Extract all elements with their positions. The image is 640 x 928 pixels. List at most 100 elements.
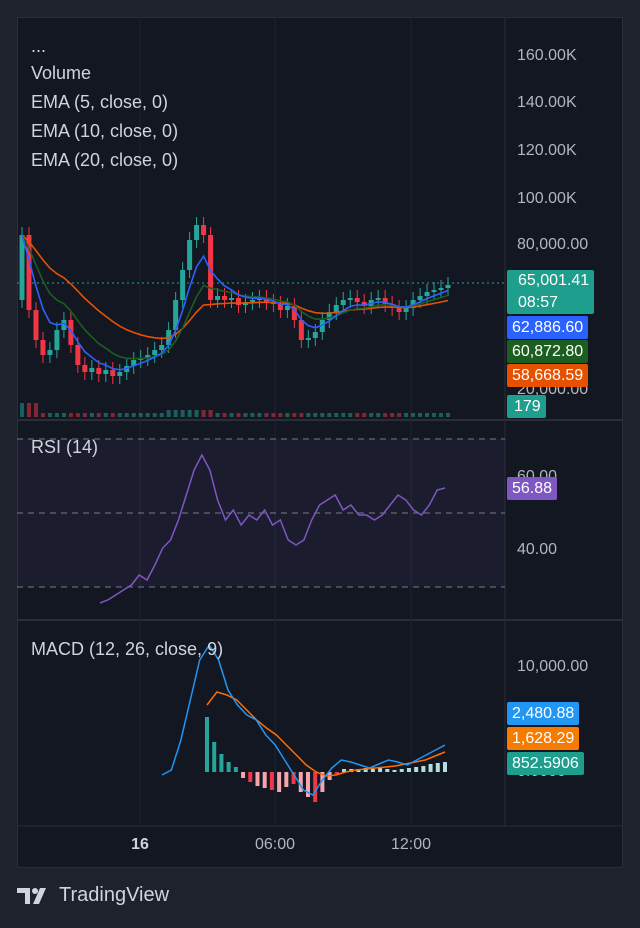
- rsi-legend[interactable]: RSI (14): [31, 437, 99, 457]
- macd-histogram-bar: [414, 767, 419, 772]
- volume-bar: [180, 410, 185, 417]
- candle: [340, 300, 346, 305]
- candle: [431, 290, 437, 292]
- price-axis-label: 140.00K: [517, 94, 577, 111]
- volume-bar: [236, 413, 241, 417]
- candle: [40, 340, 46, 355]
- candle: [201, 225, 207, 235]
- volume-bar: [20, 403, 24, 417]
- volume-bar: [54, 413, 59, 417]
- candle: [333, 305, 339, 312]
- volume-bar: [40, 413, 45, 417]
- rsi-line: [99, 453, 446, 604]
- volume-bar: [250, 413, 255, 417]
- volume-bar: [397, 413, 402, 417]
- candle: [249, 300, 255, 302]
- volume-bar: [313, 413, 318, 417]
- volume-bar: [341, 413, 346, 417]
- tradingview-logo[interactable]: TradingView: [17, 884, 169, 907]
- volume-bar: [362, 413, 367, 417]
- volume-bar: [222, 413, 227, 417]
- candle: [298, 320, 304, 340]
- volume-bar: [425, 413, 430, 417]
- legend-ema5[interactable]: EMA (5, close, 0): [31, 92, 169, 112]
- legend-volume[interactable]: Volume: [31, 63, 92, 83]
- histogram-value-tag: 852.5906: [507, 752, 584, 775]
- candle: [82, 365, 88, 372]
- legend-ema10[interactable]: EMA (10, close, 0): [31, 121, 179, 141]
- volume-bar: [194, 410, 199, 417]
- volume-bar: [173, 410, 178, 417]
- candle: [403, 308, 409, 312]
- volume-bar: [124, 413, 129, 417]
- volume-bar: [285, 413, 290, 417]
- volume-bar: [278, 413, 283, 417]
- volume-bar: [33, 403, 38, 417]
- volume-bar: [327, 413, 332, 417]
- macd-histogram-bar: [219, 754, 224, 772]
- legend-more[interactable]: ...: [31, 36, 47, 56]
- macd-histogram-bar: [298, 772, 303, 792]
- volume-bar: [376, 413, 381, 417]
- rsi-pane[interactable]: [17, 438, 505, 604]
- macd-histogram-bar: [269, 772, 274, 790]
- volume-bar: [271, 413, 276, 417]
- volume-bar: [215, 413, 220, 417]
- price-axis-label: 120.00K: [517, 142, 577, 159]
- volume-bar: [89, 413, 94, 417]
- volume-bar: [103, 413, 108, 417]
- candle: [284, 306, 290, 310]
- volume-bar: [390, 413, 395, 417]
- candle: [445, 285, 451, 288]
- volume-bar: [201, 410, 206, 417]
- candle: [312, 332, 318, 338]
- macd-histogram-bar: [385, 769, 390, 772]
- volume-bar: [404, 413, 409, 417]
- volume-bar: [145, 413, 150, 417]
- candle: [187, 240, 193, 270]
- ema10-line: [21, 234, 449, 360]
- macd-histogram-bar: [370, 769, 375, 772]
- candle: [47, 350, 53, 355]
- volume-bar: [82, 413, 87, 417]
- macd-histogram-bar: [334, 772, 339, 774]
- volume-bar: [96, 413, 101, 417]
- candle: [235, 298, 241, 305]
- volume-bar: [68, 413, 73, 417]
- volume-bar: [187, 410, 192, 417]
- macd-histogram-bar: [342, 769, 347, 772]
- macd-value-tag: 2,480.88: [507, 702, 580, 725]
- volume-bar: [229, 413, 234, 417]
- macd-legend[interactable]: MACD (12, 26, close, 9): [31, 639, 224, 659]
- macd-histogram-bar: [262, 772, 267, 788]
- price-pane[interactable]: [17, 217, 505, 417]
- macd-pane[interactable]: [161, 643, 447, 802]
- candle: [131, 360, 137, 366]
- macd-histogram-bar: [277, 772, 282, 792]
- volume-bar: [26, 403, 31, 417]
- macd-histogram-bar: [205, 717, 209, 772]
- candle: [152, 350, 158, 355]
- candle: [75, 345, 81, 365]
- macd-histogram-bar: [248, 772, 253, 782]
- macd-histogram-bar: [255, 772, 260, 786]
- legend-ema20[interactable]: EMA (20, close, 0): [31, 150, 179, 170]
- candle: [229, 298, 235, 300]
- price-axis-label: 80,000.00: [517, 236, 589, 253]
- macd-histogram-bar: [406, 768, 411, 772]
- price-axis-label: 160.00K: [517, 47, 577, 64]
- price-axis-label: 100.00K: [517, 190, 577, 207]
- volume-bar: [439, 413, 444, 417]
- macd-histogram-bar: [435, 763, 440, 772]
- candle: [159, 345, 165, 350]
- candle: [417, 296, 423, 300]
- chart-frame[interactable]: [17, 17, 623, 868]
- candle: [61, 320, 67, 330]
- candle: [291, 306, 297, 320]
- ema20-line: [21, 234, 449, 340]
- volume-bar: [117, 413, 122, 417]
- candle: [347, 298, 353, 300]
- volume-bars: [20, 403, 450, 417]
- candle: [194, 225, 200, 240]
